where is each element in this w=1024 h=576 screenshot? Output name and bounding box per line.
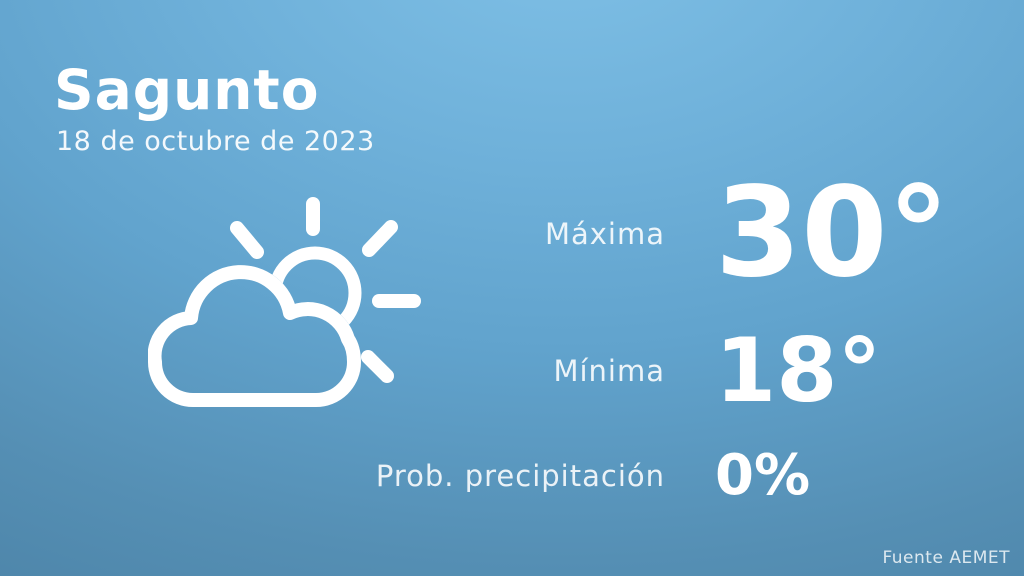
precipitation-probability-label: Prob. precipitación: [375, 458, 665, 493]
sun-behind-cloud-icon: [148, 188, 448, 440]
min-temperature-row: Mínima 18°: [0, 322, 1024, 420]
precipitation-probability-row: Prob. precipitación 0%: [0, 440, 1024, 512]
max-temperature-row: Máxima 30°: [0, 161, 1024, 306]
source-credit: Fuente AEMET: [882, 548, 1010, 568]
precipitation-probability-value: 0%: [715, 442, 811, 508]
city-title: Sagunto: [54, 58, 320, 122]
max-temperature-value: 30°: [715, 161, 950, 306]
min-temperature-value: 18°: [715, 319, 882, 423]
header: Sagunto 18 de octubre de 2023: [54, 58, 375, 157]
max-temperature-label: Máxima: [544, 216, 665, 251]
date-subtitle: 18 de octubre de 2023: [56, 125, 375, 157]
min-temperature-label: Mínima: [553, 353, 665, 388]
